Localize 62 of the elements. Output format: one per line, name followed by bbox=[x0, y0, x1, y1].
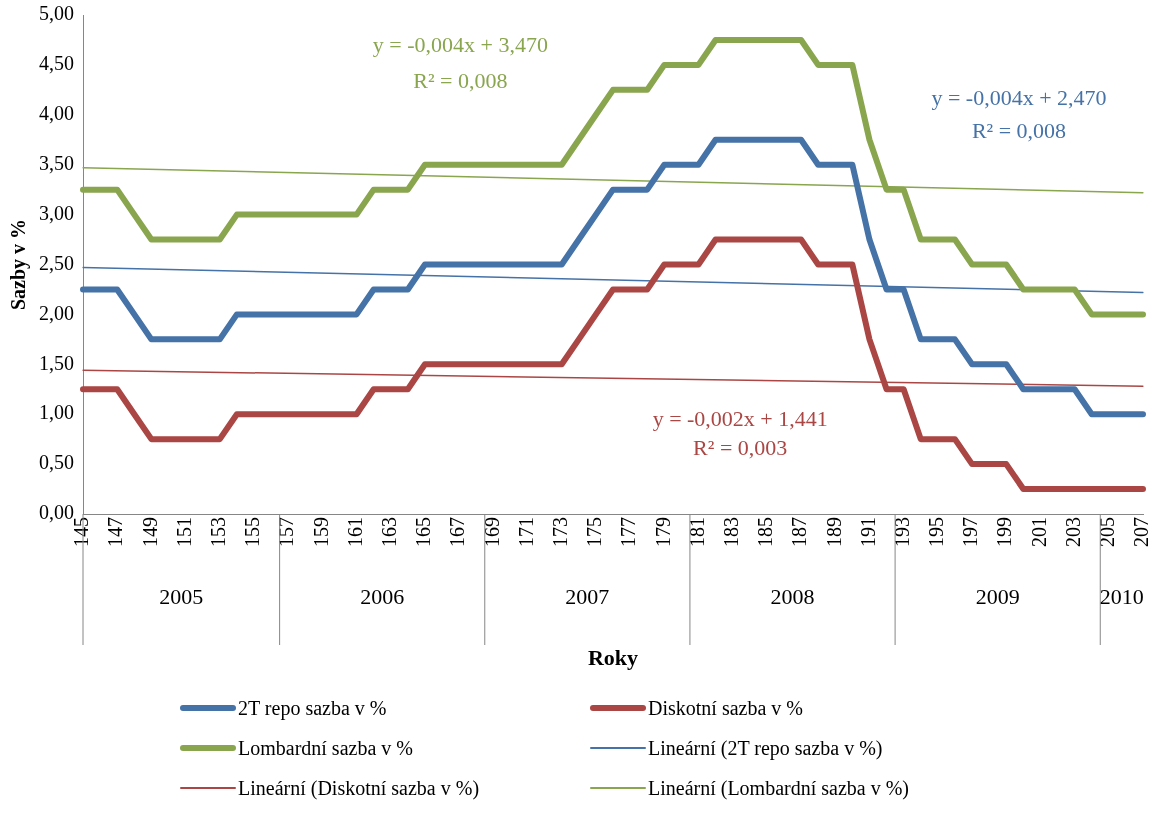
x-tick-label: 165 bbox=[412, 517, 435, 547]
x-tick-label: 189 bbox=[822, 517, 845, 547]
x-tick-label: 151 bbox=[172, 517, 195, 547]
x-tick-label: 159 bbox=[309, 517, 332, 547]
x-tick-label: 161 bbox=[343, 517, 366, 547]
legend-label: Lineární (2T repo sazba v %) bbox=[648, 736, 883, 760]
x-tick-label: 177 bbox=[617, 517, 640, 547]
x-tick-label: 149 bbox=[138, 517, 161, 547]
y-tick-label: 2,50 bbox=[39, 251, 74, 274]
x-tick-label: 155 bbox=[241, 517, 264, 547]
x-tick-label: 147 bbox=[104, 517, 127, 547]
annotation: y = -0,002x + 1,441 bbox=[652, 405, 828, 431]
x-tick-label: 205 bbox=[1096, 517, 1119, 547]
x-tick-label: 171 bbox=[514, 517, 537, 547]
legend-label: Lineární (Diskotní sazba v %) bbox=[238, 776, 480, 800]
x-tick-label: 167 bbox=[446, 517, 469, 547]
x-tick-label: 207 bbox=[1130, 517, 1153, 547]
x-tick-label: 191 bbox=[856, 517, 879, 547]
text: 2005 bbox=[159, 583, 204, 609]
legend-label: Lombardní sazba v % bbox=[238, 736, 413, 760]
annotation: y = -0,004x + 2,470 bbox=[931, 84, 1107, 110]
x-tick-label: 193 bbox=[890, 517, 913, 547]
x-tick-label: 187 bbox=[788, 517, 811, 547]
x-tick-label: 201 bbox=[1027, 517, 1050, 547]
y-tick-label: 3,00 bbox=[39, 201, 74, 224]
y-tick-label: 0,50 bbox=[39, 451, 74, 474]
x-tick-label: 195 bbox=[925, 517, 948, 547]
legend-label: 2T repo sazba v % bbox=[238, 696, 387, 720]
legend-label: Diskotní sazba v % bbox=[648, 696, 803, 720]
text: 2009 bbox=[975, 583, 1020, 609]
x-tick-label: 163 bbox=[377, 517, 400, 547]
x-tick-label: 203 bbox=[1061, 517, 1084, 547]
annotation: R² = 0,008 bbox=[413, 67, 508, 93]
x-tick-label: 185 bbox=[754, 517, 777, 547]
x-tick-label: 197 bbox=[959, 517, 982, 547]
y-tick-label: 4,50 bbox=[39, 52, 74, 75]
y-tick-label: 5,00 bbox=[39, 2, 74, 25]
y-tick-label: 2,00 bbox=[39, 301, 74, 324]
annotation: y = -0,004x + 3,470 bbox=[372, 32, 548, 58]
y-axis-title: Sazby v % bbox=[7, 218, 31, 311]
y-tick-label: 0,00 bbox=[39, 501, 74, 524]
y-tick-label: 4,00 bbox=[39, 102, 74, 125]
x-tick-label: 153 bbox=[207, 517, 230, 547]
x-axis-title: Roky bbox=[587, 644, 639, 670]
x-tick-label: 175 bbox=[583, 517, 606, 547]
text: 2008 bbox=[770, 583, 815, 609]
annotation: R² = 0,003 bbox=[693, 434, 788, 460]
legend-label: Lineární (Lombardní sazba v %) bbox=[648, 776, 910, 800]
y-tick-label: 3,50 bbox=[39, 151, 74, 174]
annotation: R² = 0,008 bbox=[971, 118, 1067, 144]
text: 2006 bbox=[360, 583, 405, 609]
text: 2010 bbox=[1099, 583, 1144, 609]
text: 2007 bbox=[565, 583, 610, 609]
x-tick-label: 169 bbox=[480, 517, 503, 547]
y-tick-label: 1,00 bbox=[39, 401, 74, 424]
x-tick-label: 199 bbox=[993, 517, 1016, 547]
y-tick-label: 1,50 bbox=[39, 351, 74, 374]
x-tick-label: 173 bbox=[548, 517, 571, 547]
x-tick-label: 157 bbox=[275, 517, 298, 547]
x-tick-label: 181 bbox=[685, 517, 708, 547]
x-tick-label: 179 bbox=[651, 517, 674, 547]
x-tick-label: 183 bbox=[719, 517, 742, 547]
